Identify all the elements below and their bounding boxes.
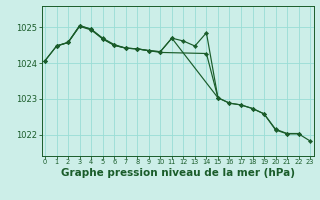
X-axis label: Graphe pression niveau de la mer (hPa): Graphe pression niveau de la mer (hPa) xyxy=(60,168,295,178)
